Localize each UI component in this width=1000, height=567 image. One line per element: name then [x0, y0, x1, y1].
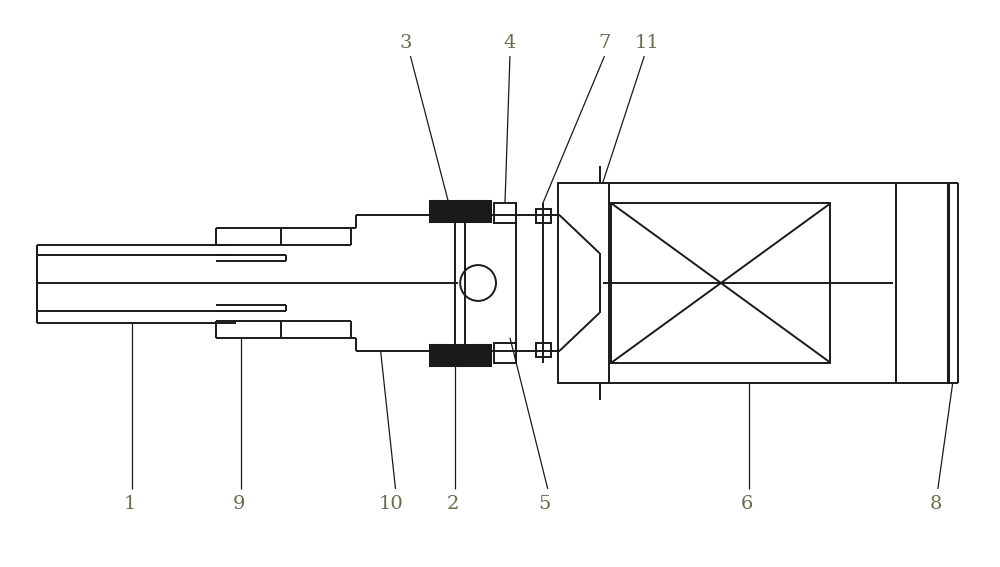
- Text: 11: 11: [635, 34, 660, 52]
- Bar: [536, 342, 551, 357]
- Bar: [494, 204, 516, 223]
- Text: 3: 3: [399, 34, 412, 52]
- Bar: [494, 342, 516, 363]
- Text: 10: 10: [378, 495, 403, 513]
- Bar: [430, 201, 490, 221]
- Text: 4: 4: [504, 34, 516, 52]
- Bar: [536, 209, 551, 223]
- Text: 8: 8: [930, 495, 942, 513]
- Circle shape: [460, 265, 496, 301]
- Text: 9: 9: [233, 495, 246, 513]
- Text: 5: 5: [539, 495, 551, 513]
- Text: 1: 1: [124, 495, 136, 513]
- Bar: [611, 204, 830, 363]
- Bar: [430, 345, 490, 365]
- Bar: [558, 184, 896, 383]
- Text: 6: 6: [741, 495, 753, 513]
- Text: 7: 7: [598, 34, 611, 52]
- Text: 2: 2: [447, 495, 459, 513]
